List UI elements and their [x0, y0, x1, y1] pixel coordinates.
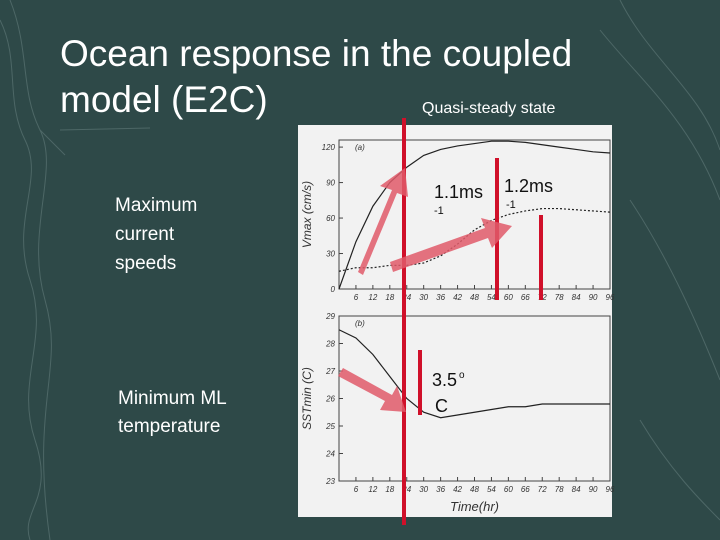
side-label: temperature [118, 416, 220, 437]
y-axis-label: Vmax (cm/s) [300, 181, 314, 248]
line [338, 140, 611, 290]
title: Ocean response in the coupled [60, 33, 572, 74]
x-tick-label: 42 [453, 485, 462, 494]
y-tick-label: 23 [325, 477, 335, 486]
x-tick-label: 6 [354, 293, 359, 302]
y-axis-label: SSTmin (C) [300, 367, 314, 430]
annotation: 1.1ms [434, 182, 483, 202]
x-tick-label: 24 [401, 485, 411, 494]
x-tick-label: 6 [354, 485, 359, 494]
side-label: Maximum [115, 195, 197, 216]
x-tick-label: 36 [436, 485, 445, 494]
arrow [358, 168, 408, 275]
arrow [338, 368, 406, 412]
y-tick-label: 25 [325, 422, 335, 431]
x-tick-label: 24 [401, 293, 411, 302]
x-tick-label: 78 [555, 485, 564, 494]
panel-label: (b) [355, 319, 365, 328]
x-tick-label: 66 [521, 293, 530, 302]
annotation-sup: -1 [506, 199, 516, 211]
x-tick-label: 12 [368, 293, 377, 302]
side-label: Minimum ML [118, 388, 227, 409]
x-tick-label: 12 [368, 485, 377, 494]
y-tick-label: 26 [325, 395, 335, 404]
x-tick-label: 42 [453, 293, 462, 302]
figure [298, 125, 612, 517]
y-tick-label: 0 [331, 285, 336, 294]
x-tick-label: 60 [504, 485, 513, 494]
y-tick-label: 120 [322, 143, 336, 152]
annotation-sup: o [459, 370, 465, 381]
x-tick-label: 84 [572, 293, 581, 302]
x-tick-label: 60 [504, 293, 513, 302]
panel-label: (a) [355, 143, 365, 152]
annotation: 1.2ms [504, 176, 553, 196]
y-tick-label: 27 [325, 367, 335, 376]
y-tick-label: 28 [325, 340, 335, 349]
x-tick-label: 90 [589, 485, 598, 494]
x-tick-label: 48 [470, 293, 479, 302]
x-tick-label: 30 [419, 485, 428, 494]
x-tick-label: 48 [470, 485, 479, 494]
x-tick-label: 18 [385, 293, 394, 302]
subtitle: Quasi-steady state [422, 100, 556, 117]
x-tick-label: 78 [555, 293, 564, 302]
side-label: speeds [115, 253, 176, 274]
x-tick-label: 96 [606, 293, 615, 302]
x-tick-label: 18 [385, 485, 394, 494]
x-axis-label: Time(hr) [450, 499, 499, 514]
x-tick-label: 66 [521, 485, 530, 494]
y-tick-label: 60 [326, 214, 335, 223]
y-tick-label: 29 [325, 312, 335, 321]
x-tick-label: 36 [436, 293, 445, 302]
y-tick-label: 90 [326, 179, 335, 188]
side-label: current [115, 224, 175, 245]
x-tick-label: 54 [487, 485, 496, 494]
line [338, 207, 611, 272]
x-tick-label: 96 [606, 485, 615, 494]
title: model (E2C) [60, 79, 268, 120]
annotation-sup: -1 [434, 205, 444, 217]
annotation-unit: C [435, 396, 448, 416]
x-tick-label: 90 [589, 293, 598, 302]
x-tick-label: 54 [487, 293, 496, 302]
arrow [390, 218, 512, 272]
x-tick-label: 72 [538, 485, 547, 494]
x-tick-label: 30 [419, 293, 428, 302]
annotation: 3.5 [432, 370, 457, 390]
x-tick-label: 84 [572, 485, 581, 494]
line [338, 329, 610, 419]
y-tick-label: 30 [326, 250, 335, 259]
y-tick-label: 24 [325, 450, 335, 459]
